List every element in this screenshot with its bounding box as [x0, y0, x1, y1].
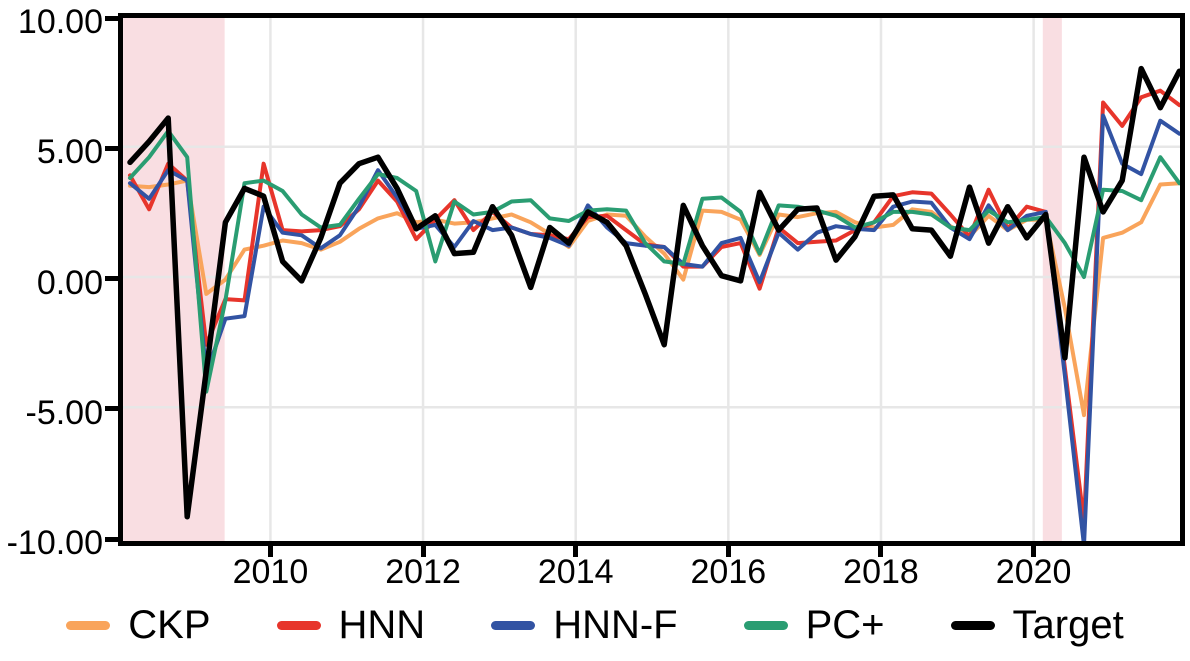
series-line-hnn: [128, 88, 1180, 524]
series-line-pc+: [128, 129, 1180, 394]
x-tick-mark: [1031, 546, 1037, 557]
x-tick-label: 2014: [537, 553, 614, 591]
series-line-hnn-f: [128, 113, 1180, 541]
x-tick-label: 2016: [690, 553, 767, 591]
series-line-target: [127, 65, 1180, 520]
legend-label-hnn-f: HNN-F: [553, 603, 678, 647]
y-tick-label: -5.00: [25, 393, 104, 432]
legend-item-hnn-f: HNN-F: [491, 603, 678, 647]
legend-swatch-ckp: [66, 620, 111, 630]
x-tick-label: 2012: [385, 553, 461, 591]
y-tick-label: 5.00: [36, 133, 103, 172]
legend-swatch-hnn: [276, 620, 321, 630]
y-tick-mark: [105, 15, 118, 21]
y-tick-mark: [105, 536, 118, 542]
legend-item-pc+: PC+: [743, 603, 885, 647]
legend-label-pc+: PC+: [805, 603, 885, 647]
x-tick-mark: [420, 546, 426, 557]
x-tick-mark: [267, 546, 273, 557]
series-line-ckp: [128, 178, 1180, 418]
y-tick-label: 10.00: [17, 3, 103, 41]
legend-label-hnn: HNN: [338, 603, 426, 647]
y-tick-mark: [105, 145, 118, 151]
x-tick-label: 2020: [995, 553, 1072, 591]
x-tick-mark: [573, 546, 579, 557]
legend-item-ckp: CKP: [66, 603, 211, 647]
x-tick-label: 2010: [232, 553, 309, 591]
legend-label-ckp: CKP: [128, 603, 211, 647]
legend: CKP HNN HNN-F PC+ Target: [0, 598, 1190, 652]
x-tick-mark: [878, 546, 884, 557]
legend-swatch-hnn-f: [491, 620, 536, 630]
plot-area: [118, 13, 1185, 546]
legend-item-target: Target: [950, 603, 1124, 647]
y-tick-label: 0.00: [36, 263, 103, 302]
chart-canvas: [123, 18, 1180, 541]
legend-swatch-target: [950, 620, 995, 630]
x-tick-mark: [725, 546, 731, 557]
legend-swatch-pc+: [743, 620, 788, 630]
y-tick-mark: [105, 276, 118, 281]
legend-item-hnn: HNN: [276, 603, 426, 647]
legend-label-target: Target: [1012, 603, 1124, 647]
y-tick-label: -10.00: [6, 524, 103, 562]
x-tick-label: 2018: [843, 553, 919, 591]
y-tick-mark: [105, 406, 118, 412]
